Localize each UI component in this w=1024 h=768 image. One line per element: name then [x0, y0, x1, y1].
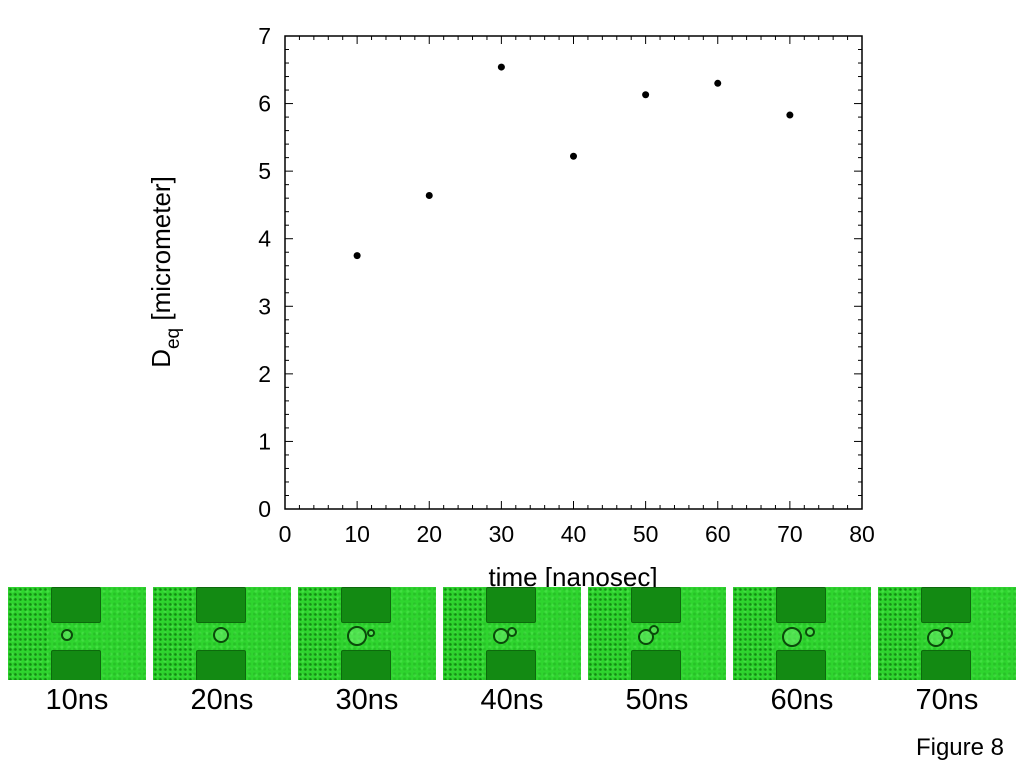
particle-texture	[298, 587, 338, 680]
bubble	[61, 629, 73, 641]
bubble	[941, 627, 953, 639]
frame-caption: 70ns	[915, 684, 979, 716]
frame-caption: 60ns	[770, 684, 834, 716]
x-tick-label: 60	[705, 521, 731, 547]
particle-texture	[733, 587, 773, 680]
top-electrode	[196, 587, 246, 623]
bottom-electrode	[921, 650, 971, 680]
top-electrode	[486, 587, 536, 623]
bottom-electrode	[776, 650, 826, 680]
frame-caption: 30ns	[335, 684, 399, 716]
x-tick-label: 80	[849, 521, 875, 547]
bottom-electrode	[196, 650, 246, 680]
particle-texture	[8, 587, 48, 680]
y-axis-label-subscript: eq	[163, 328, 184, 349]
frame-caption: 50ns	[625, 684, 689, 716]
top-electrode	[776, 587, 826, 623]
bubble	[649, 625, 659, 635]
data-point	[786, 111, 794, 119]
x-tick-label: 10	[344, 521, 370, 547]
y-axis-label: Deq [micrometer]	[146, 176, 184, 368]
y-tick-label: 7	[258, 23, 271, 49]
bottom-electrode	[51, 650, 101, 680]
top-electrode	[631, 587, 681, 623]
image-strip	[0, 587, 1024, 682]
frame-caption: 20ns	[190, 684, 254, 716]
y-tick-label: 0	[258, 496, 271, 522]
y-tick-label: 1	[258, 428, 271, 454]
x-tick-label: 40	[561, 521, 587, 547]
x-tick-label: 70	[777, 521, 803, 547]
bubble	[213, 627, 229, 643]
data-point	[353, 252, 361, 260]
bubble-frame-image	[298, 587, 436, 680]
x-tick-label: 50	[633, 521, 659, 547]
bubble-frame-image	[588, 587, 726, 680]
particle-texture	[588, 587, 628, 680]
particle-texture	[153, 587, 193, 680]
x-tick-label: 20	[416, 521, 442, 547]
tick-labels: 0 10 20 30 40 50 60 70 80 0 1 2 3 4 5 6 7	[258, 23, 875, 547]
bubble	[805, 627, 815, 637]
data-point	[425, 191, 433, 199]
bottom-electrode	[486, 650, 536, 680]
data-point	[497, 63, 505, 71]
particle-texture	[878, 587, 918, 680]
x-tick-label: 0	[279, 521, 292, 547]
bubble	[507, 627, 517, 637]
y-tick-label: 4	[258, 226, 271, 252]
y-axis-label-unit: [micrometer]	[146, 176, 176, 328]
bubble	[367, 629, 375, 637]
bubble-frame-image	[8, 587, 146, 680]
y-tick-label: 2	[258, 361, 271, 387]
top-electrode	[921, 587, 971, 623]
figure-label: Figure 8	[915, 734, 1004, 761]
particle-texture	[443, 587, 483, 680]
data-point	[642, 91, 650, 99]
data-point	[714, 79, 722, 87]
bubble	[347, 626, 367, 646]
bottom-electrode	[341, 650, 391, 680]
bubble	[782, 627, 802, 647]
y-axis-label-main: D	[146, 349, 176, 368]
y-tick-label: 6	[258, 91, 271, 117]
x-tick-label: 30	[489, 521, 515, 547]
bubble-frame-image	[443, 587, 581, 680]
tick-marks	[284, 35, 863, 510]
data-points	[353, 63, 794, 260]
y-tick-label: 5	[258, 158, 271, 184]
y-tick-label: 3	[258, 293, 271, 319]
top-electrode	[341, 587, 391, 623]
bubble-frame-image	[878, 587, 1016, 680]
frame-caption: 40ns	[480, 684, 544, 716]
frame-caption: 10ns	[45, 684, 109, 716]
bottom-electrode	[631, 650, 681, 680]
plot-frame	[284, 35, 863, 510]
data-point	[570, 152, 577, 160]
bubble-frame-image	[733, 587, 871, 680]
bubble-frame-image	[153, 587, 291, 680]
top-electrode	[51, 587, 101, 623]
